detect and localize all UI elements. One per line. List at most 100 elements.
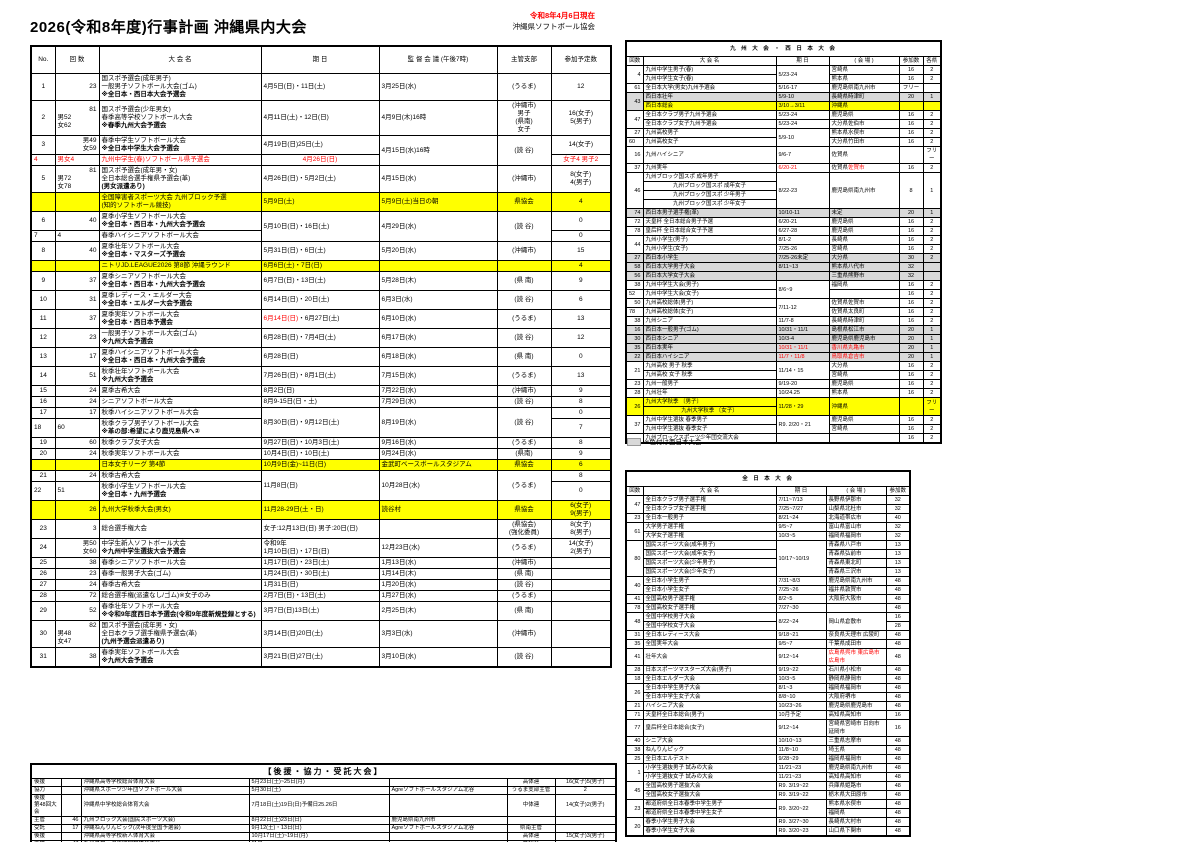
table-cell: 6月17日(水) (378, 328, 498, 348)
table-cell (922, 262, 942, 272)
cell-line: ※九州大会予選会 (101, 376, 154, 383)
table-cell: 2 (922, 235, 942, 245)
table-cell: 福岡県福岡市 (825, 683, 887, 693)
table-cell: 総合選手権大会 (98, 519, 262, 539)
column-header: 期 日 (775, 486, 827, 496)
table-cell: 日本スポーツマスターズ大会(男子) (642, 665, 777, 675)
table-cell: 27 (625, 253, 644, 263)
table-cell: 9/18~21 (775, 630, 827, 640)
table-row: 35 全国実年大会 9/5~7 千葉県成田市 48 (625, 639, 911, 649)
table-row: 4 九州中学生男子(春) 5/23-24 宮崎県 16 2 (625, 65, 942, 84)
table-cell: 10/23~26 (775, 701, 827, 711)
table-cell (30, 500, 56, 520)
table-cell: 48 (885, 665, 911, 675)
cell-line: 夏季レディース・エルダー大会 (101, 292, 192, 299)
table-cell: 全日本小学生女子 (642, 585, 777, 595)
cell-line: ※全日本・西日本予選会 (101, 319, 173, 326)
table-cell: 国スポ予選会(成年男・女) 全日本クラブ選手権県予選会(革) (九州予選会派遣あり) (98, 620, 262, 648)
table-cell (54, 192, 100, 212)
table-row: 38 九州シニア 11/7-8 長崎県時津町 16 2 (625, 316, 942, 326)
table-cell: 都道府県全日本春季中学生女子 (642, 808, 777, 818)
table-cell: 鳥取県倉吉市 (828, 352, 900, 362)
table-cell: (うるま) (496, 437, 552, 449)
table-cell: 大学女子選手権 (642, 531, 777, 541)
table-cell: 41 (625, 648, 644, 666)
table-cell: 2月25日(木) (378, 601, 498, 621)
table-cell: 1 (922, 343, 942, 353)
table-cell: 男50 女60 (54, 538, 100, 558)
table-cell: 富山県富山市 (825, 522, 887, 532)
table-row: 国民スポーツ大会(成年女子) 青森県弘前市 13 (626, 549, 911, 559)
table-cell: 九州ブロック大会(国民スポーツ大会) (80, 816, 250, 825)
table-row: 国民スポーツ大会(少年女子) 青森県三沢市 13 (626, 567, 911, 577)
table-cell: 37 (54, 271, 100, 291)
cell-line: 男72 (57, 175, 72, 182)
table-cell (898, 397, 924, 416)
table-cell: 秋季古希大会 (98, 470, 262, 482)
table-cell: 2 (922, 424, 942, 434)
table-cell: 10/3-4 (775, 334, 830, 344)
cell-line: ※全日本・西日本大会予選会 (101, 91, 186, 98)
table-cell: 48 (885, 781, 911, 791)
table-cell: 大学男子選手権 (642, 522, 777, 532)
table-cell: 16 (885, 719, 911, 737)
table-cell: 9/28~29 (775, 754, 827, 764)
table-cell: 51 (54, 366, 100, 386)
table-row: 21 ハイシニア大会 10/23~26 鹿児島県鹿児島市 48 (625, 701, 911, 711)
table-cell: 青森県東北町 (825, 558, 887, 568)
table-cell: 78 (625, 226, 644, 236)
table-cell: 9月16日(水) (378, 437, 498, 449)
table-cell: 国スポ予選会(成年男子) 一般男子ソフトボール大会(ゴム) ※全日本・西日本大会予選… (98, 73, 262, 101)
table-cell: 高体連 (506, 778, 556, 787)
table-cell: 16 (898, 128, 924, 138)
table-row: 6 40 夏季小学生ソフトボール大会 ※全日本・西日本・九州大会予選会 5月10日(日)… (30, 211, 612, 242)
table-cell (922, 101, 942, 111)
table-row: 日本女子リーグ 第4節 10月9日(金)~11日(日) 金武町ベースボールスタジアム… (30, 459, 612, 471)
cell-line: 全日本総合選手権県予選会(革) (101, 175, 191, 182)
table-cell: 西日本実年 (642, 343, 777, 353)
table-cell: 31 (30, 647, 56, 668)
table-cell: (うるま) (496, 590, 552, 602)
zennihon-table: 全 日 本 大 会回数大 会 名期 日( 会 場 ) 参加数 47 全日本クラブ男子選… (625, 470, 912, 837)
table-cell: 32 (898, 262, 924, 272)
table-row: 35 西日本実年 10/31・11/1 香川県丸亀市 20 1 (625, 343, 942, 353)
table-cell: 5/16-17 (775, 83, 830, 93)
table-cell: 18 (625, 674, 644, 684)
table-cell: 16 (885, 710, 911, 720)
table-row: 56 西日本大学女子大会 三重県熊野市 32 (625, 271, 942, 281)
table-cell: 6 (550, 290, 612, 310)
column-header: 期 日 (260, 45, 380, 74)
cell-line: (男女派遣あり) (101, 183, 145, 190)
table-cell: 7 (550, 418, 612, 438)
table-cell: 7/25-26未定 (775, 253, 830, 263)
table-row: 24 男50 女60 中学生新人ソフトボール大会 ※九州中学生選抜大会予選会 令和9年 … (30, 538, 612, 558)
table-cell: 48 (885, 701, 911, 711)
table-cell: 60 (54, 437, 100, 449)
table-cell: 6月14日(日)・6月27日(土) (260, 309, 380, 329)
table-cell: 春季ハイシニアソフトボール大会 (98, 230, 262, 242)
table-cell: 全国実年大会 (642, 639, 777, 649)
table-cell: 九州中学生女子(春) (642, 74, 777, 84)
table-cell: 16 (898, 217, 924, 227)
table-cell: 2 (922, 307, 942, 317)
table-title-row: 全 日 本 大 会 (625, 470, 911, 487)
table-cell (828, 433, 900, 444)
as-of-date: 令和8年4月6日現在 (529, 11, 595, 20)
table-cell: 48 (885, 648, 911, 666)
table-cell: 鹿児島県鹿児島市 (828, 334, 900, 344)
table-cell: 中体連 (506, 794, 556, 817)
table-cell: 沖縄県高等学校総合体育大会 (80, 778, 250, 787)
table-cell: 5/23-24 (775, 119, 830, 129)
table-row: 九州中学生選抜 春季女子 宮崎県 16 2 (626, 424, 942, 434)
table-cell: 鹿児島県鹿児島市 (825, 701, 887, 711)
table-row: 26 全日本中学生男子大会 8/1~3 福岡県福岡市 48 (625, 683, 911, 702)
table-cell: 9/6-7 (775, 146, 830, 164)
table-cell: 21 (625, 361, 644, 380)
table-cell: 九州高校 女子 秋季 (642, 370, 777, 380)
table-row: 37 九州中学生選抜 春季男子 R9. 2/20・21 鹿児島県 16 2 (625, 415, 942, 434)
table-cell: 72 (54, 590, 100, 602)
table-row: 全日本中学生女子大会 8/8~10 大阪府堺市 48 (626, 692, 911, 702)
table-row: 8 40 夏季壮年ソフトボール大会 ※全日本・マスターズ予選会 5月31日(日)・6日(… (30, 241, 612, 261)
table-cell: シニア大会 (642, 736, 777, 746)
table-cell: Agreソフトボールスタジアム北谷 (388, 824, 508, 833)
